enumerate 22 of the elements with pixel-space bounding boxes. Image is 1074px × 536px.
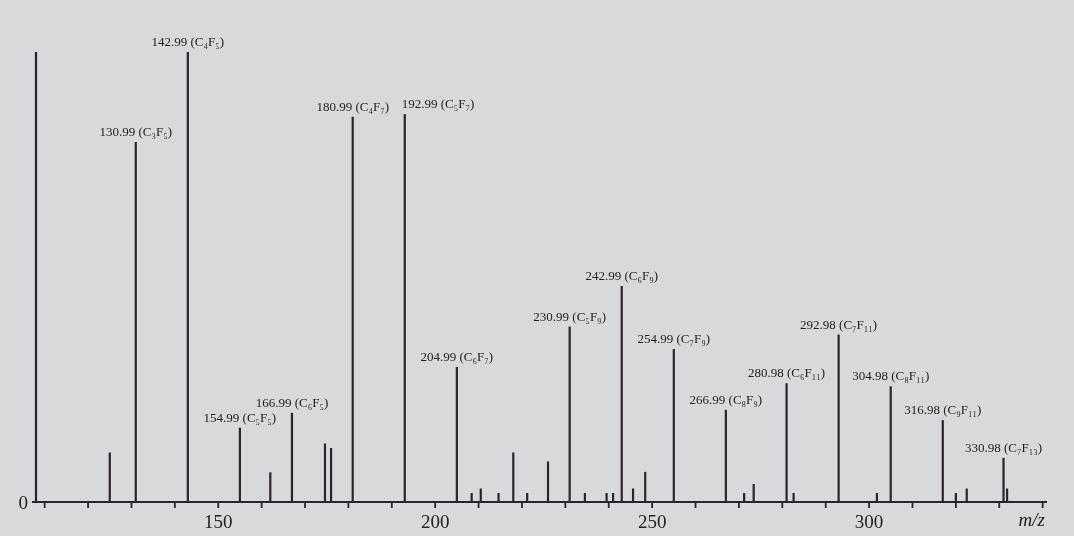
- annotation: 230.99 (C₅F₉): [533, 308, 606, 324]
- annotation: 292.98 (C₇F₁₁): [800, 316, 878, 332]
- annotation: 180.99 (C₄F₇): [316, 98, 390, 114]
- annotation: 154.99 (C₅F₅): [203, 409, 277, 425]
- x-axis-title: m/z: [1018, 509, 1046, 530]
- annotation: 166.99 (C₆F₅): [255, 394, 329, 410]
- annotation: 242.99 (C₆F₉): [585, 268, 659, 283]
- annotation: 266.99 (C₈F₉): [689, 391, 763, 407]
- text: 0: [18, 492, 28, 513]
- annotation: 254.99 (C₇F₉): [637, 331, 711, 346]
- annotation: 204.99 (C₆F₇): [420, 349, 494, 364]
- x-tick-label: 300: [854, 511, 884, 532]
- annotation: 192.99 (C₅F₇): [401, 96, 475, 112]
- annotation: 330.98 (C₇F₁₃): [964, 439, 1043, 455]
- x-tick-label: 150: [203, 511, 233, 532]
- annotation: 130.99 (C₃F₅): [99, 124, 173, 139]
- annotation: 304.98 (C₈F₁₁): [852, 368, 930, 384]
- x-tick-label: 250: [637, 511, 667, 532]
- annotation: 142.99 (C₄F₅): [151, 34, 225, 49]
- x-tick-label: 200: [420, 511, 450, 532]
- annotation: 316.98 (C₉F₁₁): [904, 402, 982, 418]
- annotation: 280.98 (C₆F₁₁): [747, 365, 826, 381]
